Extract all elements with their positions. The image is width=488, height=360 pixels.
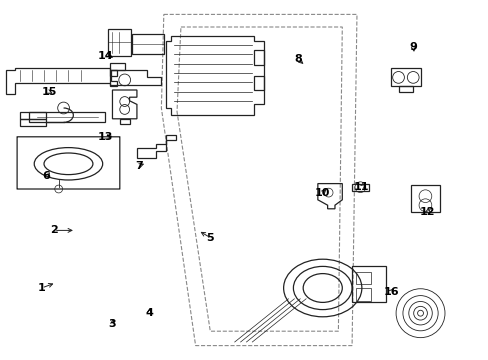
Text: 5: 5 [206, 233, 214, 243]
Text: 14: 14 [97, 51, 113, 61]
Text: 8: 8 [294, 54, 302, 64]
Text: 13: 13 [97, 132, 113, 142]
Text: 9: 9 [408, 42, 416, 52]
Text: 2: 2 [50, 225, 58, 235]
Text: 3: 3 [108, 319, 116, 329]
Text: 1: 1 [38, 283, 45, 293]
Bar [355, 288, 370, 301]
Text: 12: 12 [419, 207, 435, 217]
Text: 6: 6 [42, 171, 50, 181]
Text: 7: 7 [135, 161, 143, 171]
Bar [254, 50, 264, 65]
Bar [355, 272, 370, 284]
Text: 10: 10 [314, 188, 330, 198]
Bar [107, 29, 131, 56]
Text: 16: 16 [383, 287, 398, 297]
Text: 4: 4 [145, 308, 153, 318]
Text: 11: 11 [353, 182, 369, 192]
Bar [254, 76, 264, 90]
Bar [132, 34, 163, 54]
Text: 15: 15 [41, 87, 57, 97]
